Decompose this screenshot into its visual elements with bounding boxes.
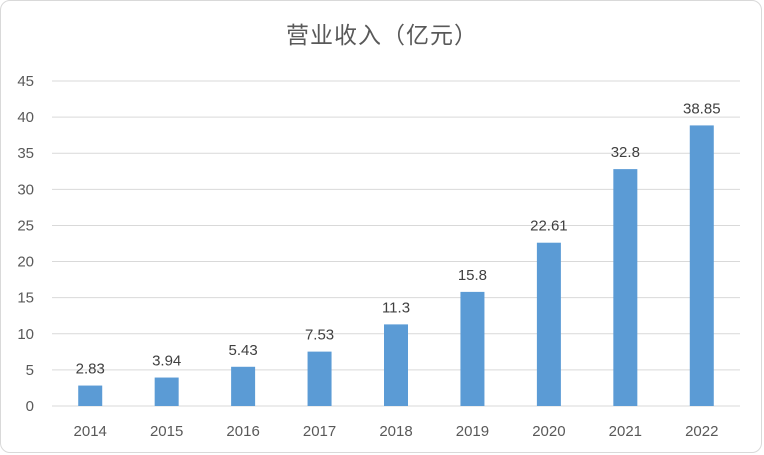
bar bbox=[460, 291, 485, 406]
data-label: 15.8 bbox=[458, 267, 487, 284]
y-tick-label: 45 bbox=[17, 73, 34, 90]
data-label: 38.85 bbox=[683, 100, 721, 117]
data-label: 7.53 bbox=[305, 327, 334, 344]
x-tick-label: 2022 bbox=[685, 423, 718, 440]
data-label: 3.94 bbox=[152, 353, 181, 370]
y-tick-label: 25 bbox=[17, 217, 34, 234]
y-tick-label: 30 bbox=[17, 181, 34, 198]
x-tick-label: 2019 bbox=[456, 423, 489, 440]
x-tick-label: 2020 bbox=[532, 423, 565, 440]
bar bbox=[231, 366, 256, 406]
data-label: 2.83 bbox=[76, 361, 105, 378]
data-label: 32.8 bbox=[611, 144, 640, 161]
y-tick-label: 20 bbox=[17, 254, 34, 271]
y-tick-label: 15 bbox=[17, 290, 34, 307]
y-tick-label: 5 bbox=[26, 362, 34, 379]
y-tick-label: 35 bbox=[17, 145, 34, 162]
x-tick-label: 2015 bbox=[150, 423, 183, 440]
x-tick-label: 2017 bbox=[303, 423, 336, 440]
bar bbox=[536, 242, 561, 406]
x-tick-label: 2018 bbox=[379, 423, 412, 440]
bar bbox=[613, 169, 638, 406]
x-tick-label: 2016 bbox=[226, 423, 259, 440]
bar bbox=[78, 385, 103, 406]
y-tick-label: 10 bbox=[17, 326, 34, 343]
bar bbox=[689, 125, 714, 407]
bar bbox=[307, 351, 332, 406]
x-tick-label: 2021 bbox=[609, 423, 642, 440]
chart-title: 营业收入（亿元） bbox=[286, 23, 478, 49]
data-label: 5.43 bbox=[229, 342, 258, 359]
bar bbox=[384, 324, 408, 406]
x-tick-label: 2014 bbox=[74, 423, 107, 440]
data-label: 22.61 bbox=[530, 218, 568, 235]
y-tick-label: 40 bbox=[17, 109, 34, 126]
data-label: 11.3 bbox=[382, 299, 410, 316]
bar bbox=[154, 377, 179, 406]
y-tick-label: 0 bbox=[26, 398, 34, 415]
